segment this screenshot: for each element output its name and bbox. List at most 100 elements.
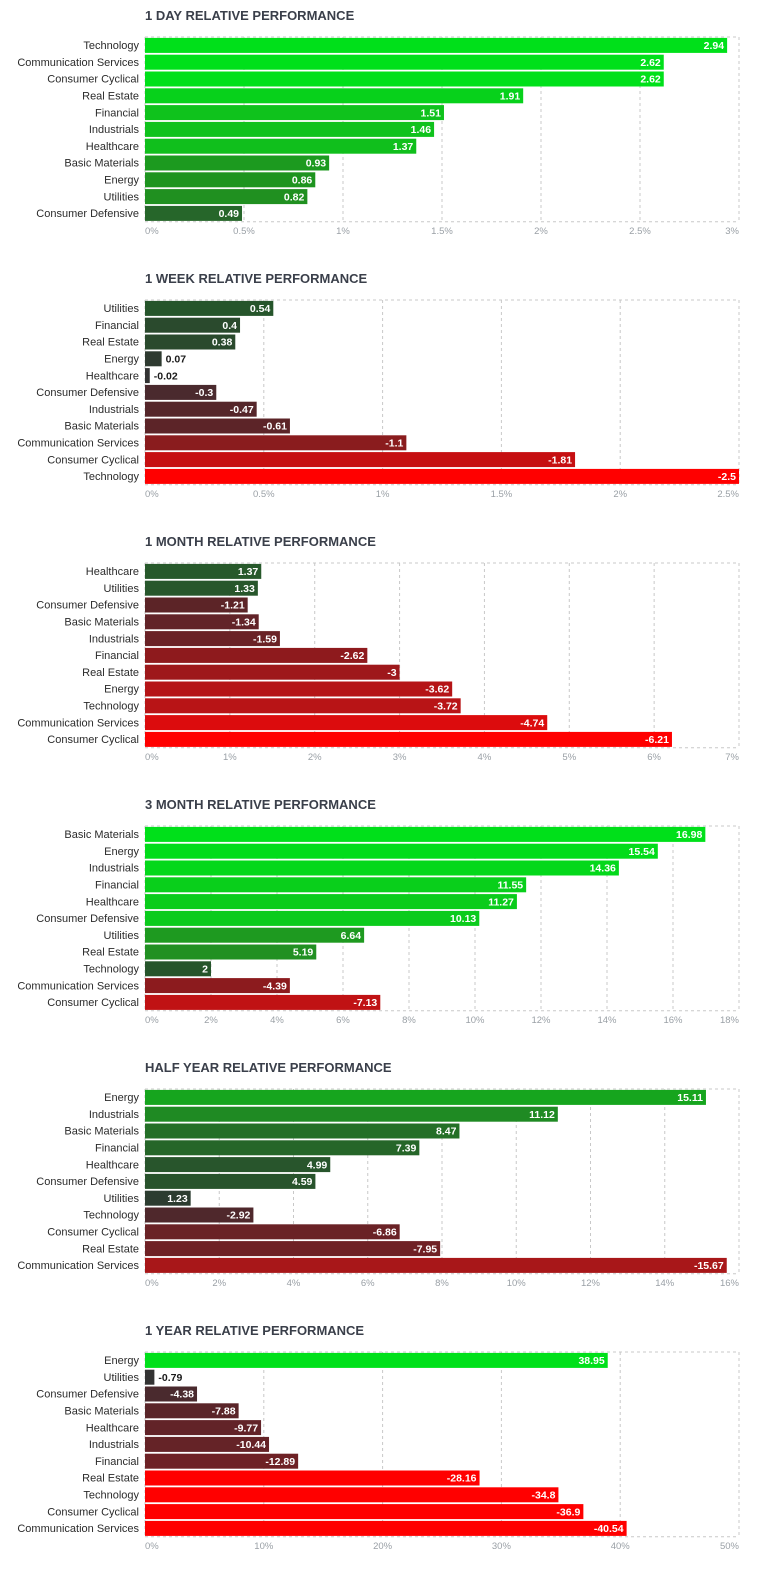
bar[interactable] bbox=[145, 88, 524, 104]
bar[interactable] bbox=[145, 597, 248, 613]
bar[interactable] bbox=[145, 1224, 400, 1240]
bar[interactable] bbox=[145, 910, 480, 926]
x-tick-label: 3% bbox=[725, 226, 739, 237]
bar[interactable] bbox=[145, 681, 453, 697]
bar[interactable] bbox=[145, 435, 407, 451]
x-tick-label: 12% bbox=[581, 1278, 601, 1289]
bar[interactable] bbox=[145, 172, 316, 188]
data-label: 0.4 bbox=[222, 320, 237, 332]
category-label: Communication Services bbox=[17, 717, 139, 729]
bar[interactable] bbox=[145, 155, 330, 171]
bar[interactable] bbox=[145, 877, 527, 893]
bar[interactable] bbox=[145, 317, 241, 333]
bar[interactable] bbox=[145, 1470, 480, 1486]
x-tick-label: 20% bbox=[373, 1541, 393, 1552]
bar[interactable] bbox=[145, 189, 308, 205]
x-tick-label: 0.5% bbox=[253, 489, 275, 500]
category-label: Consumer Defensive bbox=[36, 387, 139, 399]
category-label: Energy bbox=[104, 684, 139, 696]
x-tick-label: 0.5% bbox=[233, 226, 255, 237]
bar[interactable] bbox=[145, 54, 664, 70]
bar[interactable] bbox=[145, 334, 236, 350]
bar[interactable] bbox=[145, 860, 619, 876]
bar[interactable] bbox=[145, 631, 280, 647]
bar[interactable] bbox=[145, 614, 259, 630]
bar[interactable] bbox=[145, 384, 217, 400]
bar[interactable] bbox=[145, 1140, 420, 1156]
bar[interactable] bbox=[145, 368, 150, 384]
category-label: Financial bbox=[95, 650, 139, 662]
bar[interactable] bbox=[145, 300, 274, 316]
bar[interactable] bbox=[145, 843, 658, 859]
data-label: -3.72 bbox=[434, 701, 458, 713]
bar[interactable] bbox=[145, 1369, 155, 1385]
category-label: Consumer Defensive bbox=[36, 913, 139, 925]
category-label: Communication Services bbox=[17, 1260, 139, 1272]
bar[interactable] bbox=[145, 961, 211, 977]
x-tick-label: 1% bbox=[223, 752, 237, 763]
bar[interactable] bbox=[145, 401, 257, 417]
bar[interactable] bbox=[145, 647, 368, 663]
bar[interactable] bbox=[145, 418, 290, 434]
bar[interactable] bbox=[145, 927, 365, 943]
category-label: Technology bbox=[83, 40, 139, 52]
bar[interactable] bbox=[145, 1436, 270, 1452]
data-label: -3 bbox=[387, 667, 396, 679]
data-label: 1.51 bbox=[421, 107, 442, 119]
bar[interactable] bbox=[145, 351, 162, 367]
category-label: Basic Materials bbox=[64, 421, 139, 433]
bar[interactable] bbox=[145, 978, 290, 994]
x-tick-label: 0% bbox=[145, 1278, 159, 1289]
x-tick-label: 10% bbox=[465, 1015, 485, 1026]
bar[interactable] bbox=[145, 826, 706, 842]
bar[interactable] bbox=[145, 731, 672, 747]
bar[interactable] bbox=[145, 664, 400, 680]
category-label: Utilities bbox=[104, 1372, 140, 1384]
bar[interactable] bbox=[145, 1241, 441, 1257]
bar[interactable] bbox=[145, 205, 243, 221]
bar[interactable] bbox=[145, 105, 444, 121]
bar[interactable] bbox=[145, 1504, 584, 1520]
bar[interactable] bbox=[145, 1173, 316, 1189]
bar[interactable] bbox=[145, 1190, 191, 1206]
bar[interactable] bbox=[145, 37, 728, 53]
bar[interactable] bbox=[145, 1487, 559, 1503]
bar[interactable] bbox=[145, 121, 435, 137]
data-label: 1.37 bbox=[238, 566, 259, 578]
data-label: -0.61 bbox=[263, 421, 287, 433]
data-label: -0.3 bbox=[195, 387, 213, 399]
bar[interactable] bbox=[145, 1453, 299, 1469]
bar[interactable] bbox=[145, 894, 517, 910]
category-label: Consumer Defensive bbox=[36, 208, 139, 220]
bar[interactable] bbox=[145, 1157, 331, 1173]
bar[interactable] bbox=[145, 71, 664, 87]
bar[interactable] bbox=[145, 715, 548, 731]
data-label: 1.23 bbox=[167, 1193, 188, 1205]
bar[interactable] bbox=[145, 580, 258, 596]
bar[interactable] bbox=[145, 1207, 254, 1223]
bar[interactable] bbox=[145, 1123, 460, 1139]
bar[interactable] bbox=[145, 468, 739, 484]
bar[interactable] bbox=[145, 1352, 608, 1368]
bar[interactable] bbox=[145, 1520, 627, 1536]
chart-panel-3: 3 MONTH RELATIVE PERFORMANCE 0% 2% 4% 6% 8% 10… bbox=[17, 797, 739, 1026]
bar[interactable] bbox=[145, 698, 461, 714]
bar[interactable] bbox=[145, 944, 317, 960]
bar[interactable] bbox=[145, 1089, 706, 1105]
data-label: 11.27 bbox=[488, 896, 514, 908]
x-tick-label: 2.5% bbox=[717, 489, 739, 500]
bar[interactable] bbox=[145, 138, 417, 154]
bar[interactable] bbox=[145, 1386, 198, 1402]
data-label: -1.59 bbox=[253, 633, 277, 645]
bar[interactable] bbox=[145, 452, 576, 468]
data-label: 4.99 bbox=[307, 1159, 328, 1171]
data-label: 0.38 bbox=[212, 337, 233, 349]
bar[interactable] bbox=[145, 1403, 239, 1419]
bar[interactable] bbox=[145, 563, 262, 579]
category-label: Industrials bbox=[89, 633, 140, 645]
bar[interactable] bbox=[145, 1257, 727, 1273]
category-label: Consumer Cyclical bbox=[47, 1506, 139, 1518]
bar[interactable] bbox=[145, 1420, 262, 1436]
bar[interactable] bbox=[145, 1106, 558, 1122]
bar[interactable] bbox=[145, 994, 381, 1010]
